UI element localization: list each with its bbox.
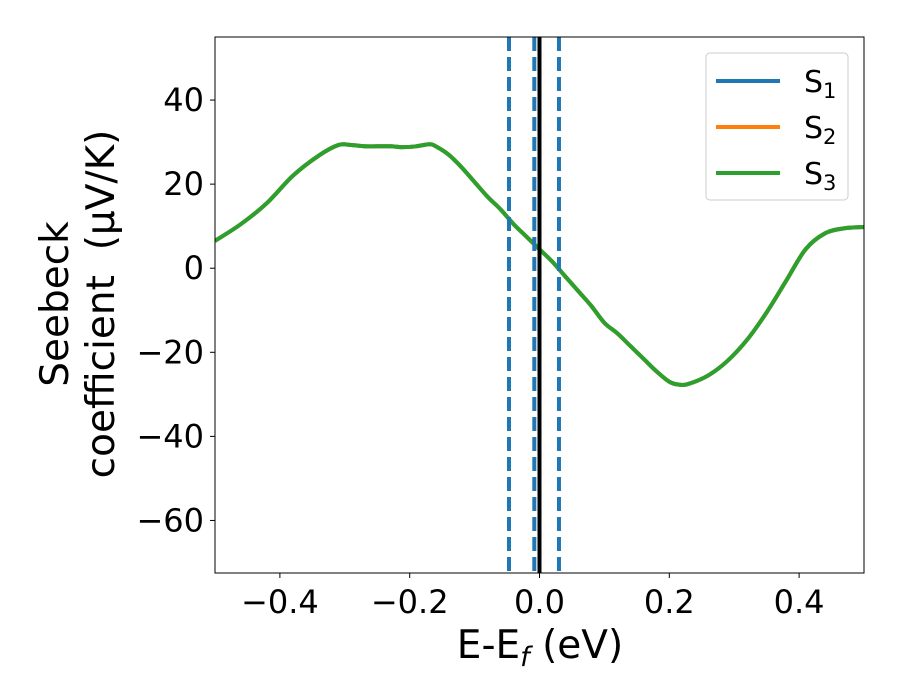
y-axis-label-line1: Seebeck (33, 221, 78, 387)
y-tick-label-5: −40 (136, 417, 204, 455)
x-axis-label-main: E-E (457, 623, 520, 668)
x-tick-label-4: 0.2 (644, 583, 695, 621)
y-tick-label-6: −60 (136, 501, 204, 539)
legend: S1 S2 S3 (705, 52, 849, 201)
y-tick-label-2: 20 (163, 165, 204, 203)
x-tick-label-3: 0.0 (514, 583, 565, 621)
vline-layer (506, 37, 561, 573)
y-tick-label-4: −20 (136, 333, 204, 371)
y-tick-layer: 40 20 0 −20 −40 −60 (136, 81, 215, 539)
x-tick-label-5: 0.4 (774, 583, 825, 621)
y-tick-label-3: 0 (184, 249, 204, 287)
x-tick-layer: −0.4 −0.2 0.0 0.2 0.4 (241, 573, 825, 621)
x-tick-label-2: −0.2 (371, 583, 449, 621)
legend-label-2: S2 (804, 111, 836, 149)
y-axis-label: Seebeck coefficient (μV/K) (33, 130, 124, 479)
x-axis-label-tail: (eV) (530, 623, 624, 668)
x-axis-label: E-Ef (eV) (457, 623, 623, 673)
x-tick-label-1: −0.4 (241, 583, 319, 621)
legend-entries: S1 S2 S3 (716, 65, 836, 195)
legend-label-3: S3 (804, 157, 836, 195)
legend-label-1: S1 (804, 65, 836, 103)
y-axis-label-line2: coefficient (μV/K) (79, 130, 124, 479)
y-tick-label-1: 40 (163, 81, 204, 119)
